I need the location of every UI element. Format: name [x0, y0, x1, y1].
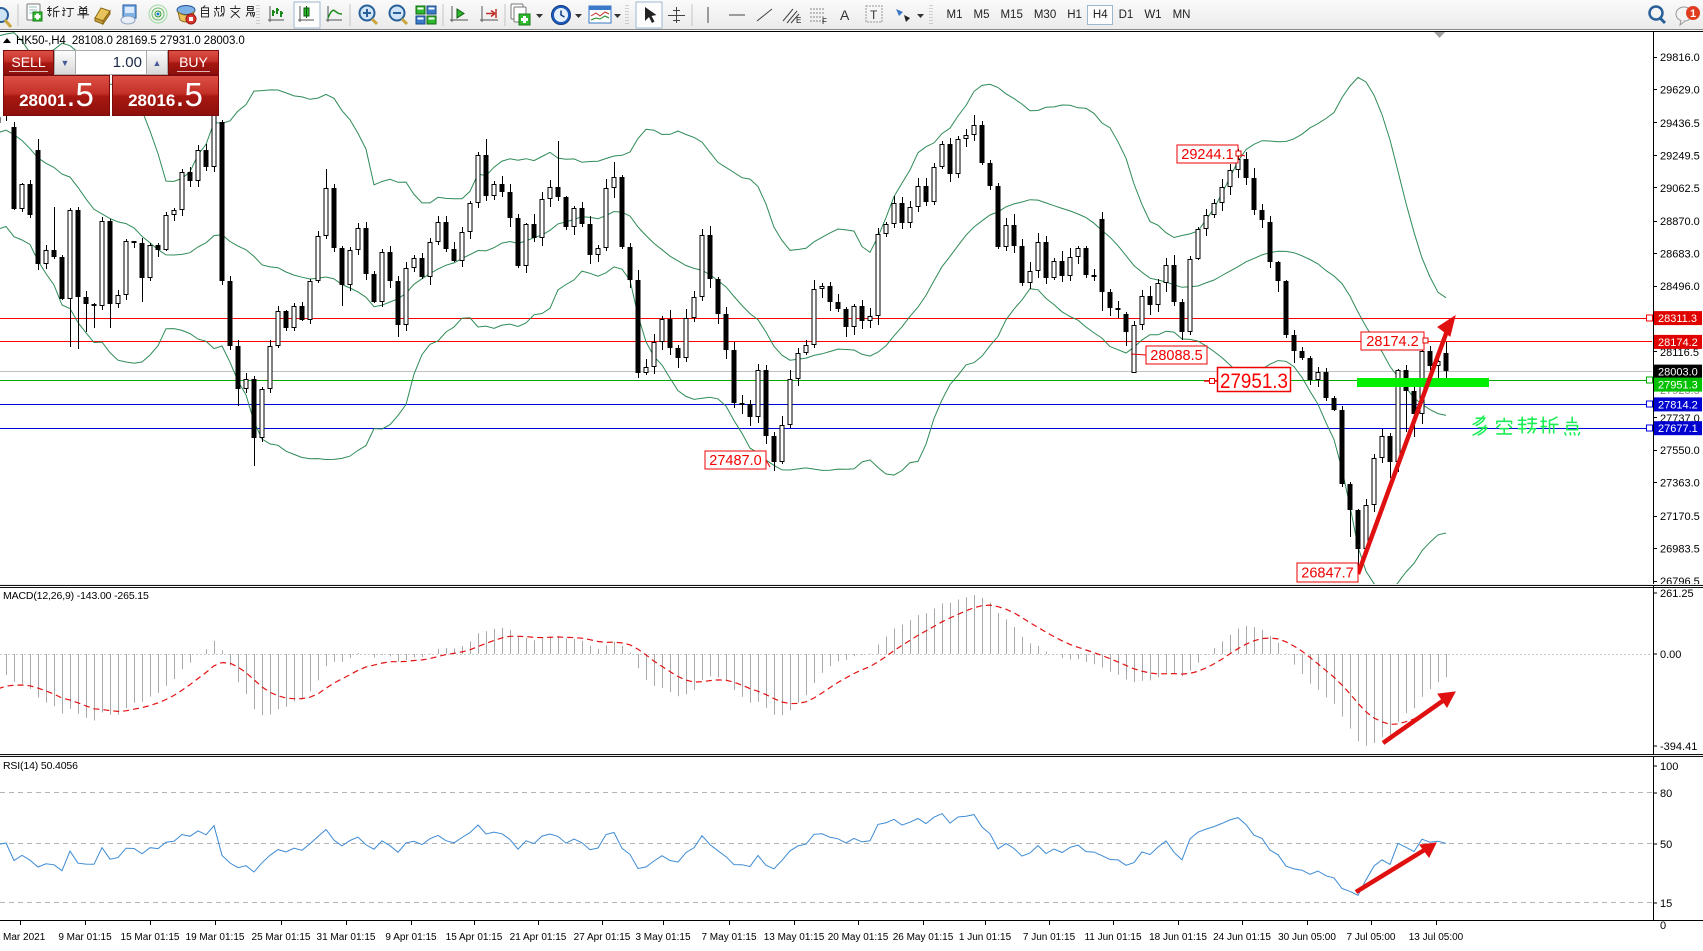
svg-text:31 Mar 01:15: 31 Mar 01:15	[317, 932, 376, 943]
svg-text:27 Apr 01:15: 27 Apr 01:15	[574, 932, 631, 943]
svg-text:13 May 01:15: 13 May 01:15	[764, 932, 825, 943]
svg-text:24 Jun 01:15: 24 Jun 01:15	[1213, 932, 1271, 943]
svg-text:15 Apr 01:15: 15 Apr 01:15	[446, 932, 503, 943]
svg-text:29816.0: 29816.0	[1660, 52, 1700, 64]
svg-text:F: F	[822, 17, 827, 26]
svg-text:1: 1	[1690, 8, 1696, 20]
svg-text:29062.5: 29062.5	[1660, 183, 1700, 195]
svg-text:25 Mar 01:15: 25 Mar 01:15	[252, 932, 311, 943]
svg-text:7 May 01:15: 7 May 01:15	[701, 932, 756, 943]
svg-text:9 Apr 01:15: 9 Apr 01:15	[385, 932, 437, 943]
svg-text:15 Mar 01:15: 15 Mar 01:15	[121, 932, 180, 943]
svg-text:7 Jul 05:00: 7 Jul 05:00	[1347, 932, 1396, 943]
svg-text:MACD(12,26,9) -143.00 -265.15: MACD(12,26,9) -143.00 -265.15	[3, 590, 149, 602]
svg-text:28003.0: 28003.0	[1658, 367, 1698, 379]
svg-text:26847.7: 26847.7	[1301, 566, 1353, 582]
svg-text:9 Mar 01:15: 9 Mar 01:15	[58, 932, 112, 943]
svg-text:28174.2: 28174.2	[1366, 334, 1418, 350]
svg-text:27550.0: 27550.0	[1660, 445, 1700, 457]
svg-text:1 Jun 01:15: 1 Jun 01:15	[959, 932, 1012, 943]
svg-text:100: 100	[1660, 761, 1678, 773]
svg-text:27677.1: 27677.1	[1658, 423, 1698, 435]
svg-text:21 Apr 01:15: 21 Apr 01:15	[510, 932, 567, 943]
svg-text:13 Jul 05:00: 13 Jul 05:00	[1409, 932, 1464, 943]
svg-text:27170.5: 27170.5	[1660, 511, 1700, 523]
svg-text:29244.1: 29244.1	[1181, 147, 1233, 163]
svg-text:11 Jun 01:15: 11 Jun 01:15	[1084, 932, 1142, 943]
svg-text:18 Jun 01:15: 18 Jun 01:15	[1149, 932, 1207, 943]
svg-text:-394.41: -394.41	[1660, 741, 1697, 753]
svg-text:28683.0: 28683.0	[1660, 249, 1700, 261]
svg-text:HK50-,H4 28108.0 28169.5 2793: HK50-,H4 28108.0 28169.5 27931.0 28003.0	[16, 35, 245, 47]
svg-text:19 Mar 01:15: 19 Mar 01:15	[186, 932, 245, 943]
svg-text:T: T	[870, 8, 878, 22]
svg-text:28174.2: 28174.2	[1658, 337, 1698, 349]
svg-text:29629.0: 29629.0	[1660, 85, 1700, 97]
svg-text:RSI(14) 50.4056: RSI(14) 50.4056	[3, 760, 78, 772]
svg-text:27487.0: 27487.0	[709, 453, 761, 469]
svg-text:8 Mar 2021: 8 Mar 2021	[0, 932, 46, 943]
svg-text:20 May 01:15: 20 May 01:15	[828, 932, 889, 943]
svg-text:E: E	[796, 16, 801, 25]
svg-text:80: 80	[1660, 788, 1672, 800]
svg-text:27951.3: 27951.3	[1220, 370, 1288, 393]
svg-text:26 May 01:15: 26 May 01:15	[893, 932, 954, 943]
svg-text:28870.0: 28870.0	[1660, 216, 1700, 228]
svg-text:28311.3: 28311.3	[1658, 313, 1697, 325]
svg-text:28088.5: 28088.5	[1150, 348, 1202, 364]
svg-text:29249.5: 29249.5	[1660, 150, 1700, 162]
svg-text:27951.3: 27951.3	[1658, 380, 1698, 392]
svg-text:28116.5: 28116.5	[1660, 347, 1699, 359]
svg-text:26983.5: 26983.5	[1660, 544, 1700, 556]
svg-text:29436.5: 29436.5	[1660, 118, 1700, 130]
svg-text:15: 15	[1660, 898, 1672, 910]
svg-text:27814.2: 27814.2	[1658, 399, 1698, 411]
svg-text:3 May 01:15: 3 May 01:15	[635, 932, 690, 943]
svg-text:28496.0: 28496.0	[1660, 281, 1700, 293]
svg-text:0: 0	[1660, 920, 1666, 932]
svg-text:261.25: 261.25	[1660, 588, 1694, 600]
svg-text:0.00: 0.00	[1660, 649, 1681, 661]
svg-text:50: 50	[1660, 839, 1672, 851]
svg-text:A: A	[840, 7, 850, 23]
svg-text:30 Jun 05:00: 30 Jun 05:00	[1278, 932, 1336, 943]
svg-text:27363.0: 27363.0	[1660, 478, 1700, 490]
svg-text:7 Jun 01:15: 7 Jun 01:15	[1023, 932, 1076, 943]
svg-text:26796.5: 26796.5	[1660, 576, 1700, 588]
